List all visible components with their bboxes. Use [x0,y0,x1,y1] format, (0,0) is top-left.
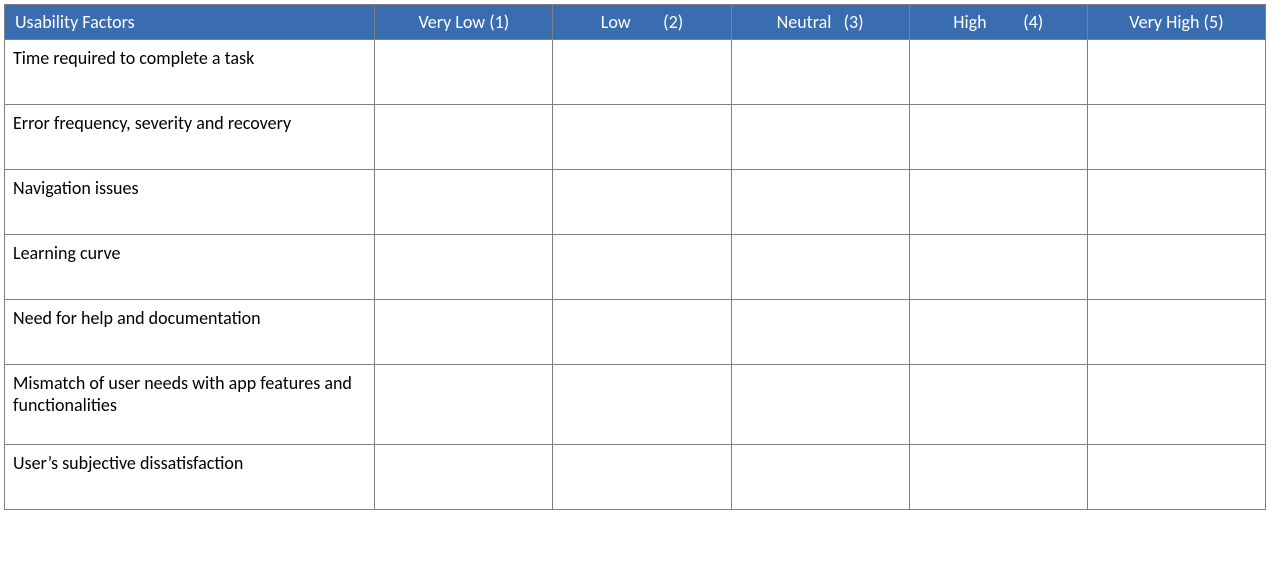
rating-cell[interactable] [909,365,1087,445]
rating-cell[interactable] [553,40,731,105]
rating-cell[interactable] [1087,170,1265,235]
table-header-row: Usability Factors Very Low (1) Low (2) N… [5,5,1266,40]
header-low: Low (2) [553,5,731,40]
rating-cell[interactable] [375,40,553,105]
header-usability-factors: Usability Factors [5,5,375,40]
rating-cell[interactable] [553,445,731,510]
rating-cell[interactable] [731,365,909,445]
rating-cell[interactable] [553,365,731,445]
rating-cell[interactable] [909,105,1087,170]
rating-cell[interactable] [1087,105,1265,170]
header-very-low: Very Low (1) [375,5,553,40]
table-header: Usability Factors Very Low (1) Low (2) N… [5,5,1266,40]
table-row: Error frequency, severity and recovery [5,105,1266,170]
table-row: Time required to complete a task [5,40,1266,105]
rating-cell[interactable] [731,300,909,365]
rating-cell[interactable] [375,300,553,365]
rating-cell[interactable] [553,105,731,170]
header-very-low-label: Very Low (1) [418,11,509,33]
factor-cell: Mismatch of user needs with app features… [5,365,375,445]
table-body: Time required to complete a task Error f… [5,40,1266,510]
rating-cell[interactable] [553,170,731,235]
header-high-label: High (4) [953,11,1043,33]
rating-cell[interactable] [1087,445,1265,510]
table-row: Need for help and documentation [5,300,1266,365]
header-very-high-label: Very High (5) [1129,11,1223,33]
rating-cell[interactable] [553,300,731,365]
usability-factors-table: Usability Factors Very Low (1) Low (2) N… [4,4,1266,510]
table-row: User’s subjective dissatisfaction [5,445,1266,510]
rating-cell[interactable] [909,445,1087,510]
rating-cell[interactable] [1087,365,1265,445]
rating-cell[interactable] [375,445,553,510]
header-neutral: Neutral (3) [731,5,909,40]
factor-cell: Learning curve [5,235,375,300]
table-row: Learning curve [5,235,1266,300]
rating-cell[interactable] [1087,235,1265,300]
rating-cell[interactable] [375,170,553,235]
rating-cell[interactable] [909,235,1087,300]
rating-cell[interactable] [553,235,731,300]
rating-cell[interactable] [375,235,553,300]
rating-cell[interactable] [909,40,1087,105]
rating-cell[interactable] [375,365,553,445]
factor-cell: User’s subjective dissatisfaction [5,445,375,510]
factor-cell: Need for help and documentation [5,300,375,365]
rating-cell[interactable] [909,170,1087,235]
rating-cell[interactable] [731,40,909,105]
factor-cell: Error frequency, severity and recovery [5,105,375,170]
rating-cell[interactable] [731,445,909,510]
header-neutral-label: Neutral (3) [777,11,864,33]
table-row: Navigation issues [5,170,1266,235]
rating-cell[interactable] [1087,300,1265,365]
rating-cell[interactable] [375,105,553,170]
rating-cell[interactable] [731,170,909,235]
rating-cell[interactable] [731,235,909,300]
rating-cell[interactable] [909,300,1087,365]
header-very-high: Very High (5) [1087,5,1265,40]
header-low-label: Low (2) [601,11,683,33]
factor-cell: Navigation issues [5,170,375,235]
rating-cell[interactable] [731,105,909,170]
table-row: Mismatch of user needs with app features… [5,365,1266,445]
rating-cell[interactable] [1087,40,1265,105]
factor-cell: Time required to complete a task [5,40,375,105]
header-high: High (4) [909,5,1087,40]
